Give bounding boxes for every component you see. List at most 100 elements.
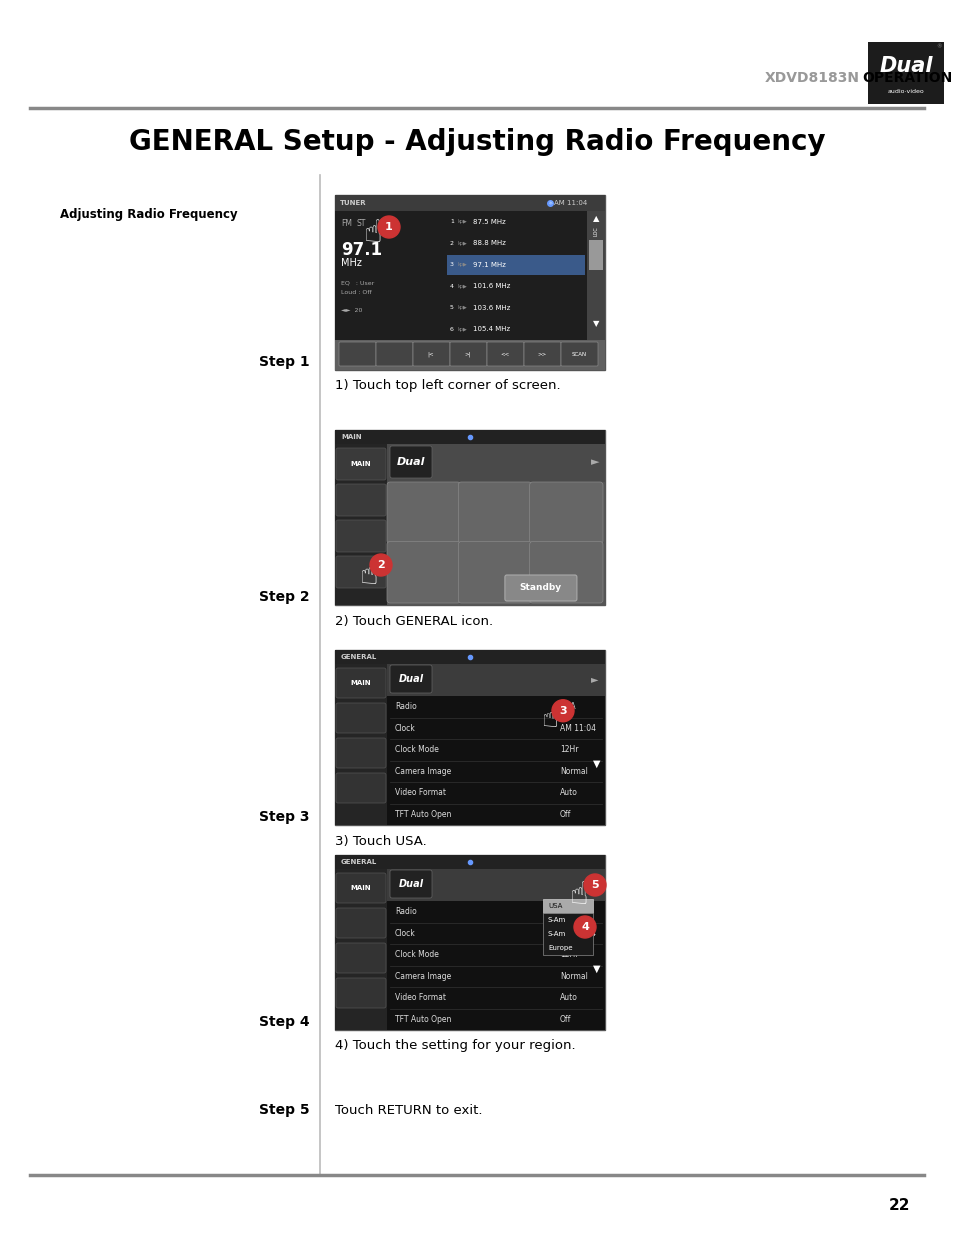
Text: MAIN: MAIN: [351, 680, 371, 685]
Text: MHz: MHz: [340, 258, 361, 268]
Bar: [335, 664, 387, 825]
Bar: [335, 430, 604, 445]
Text: Dual: Dual: [879, 56, 932, 75]
Text: LOC: LOC: [593, 226, 598, 236]
Text: ☝: ☝: [359, 561, 378, 589]
Bar: [335, 195, 604, 211]
FancyBboxPatch shape: [486, 342, 523, 366]
Bar: [586, 211, 604, 340]
Text: 97.1: 97.1: [340, 241, 382, 259]
Text: OPERATION: OPERATION: [862, 70, 951, 85]
Circle shape: [370, 555, 392, 576]
Text: Clock Mode: Clock Mode: [395, 745, 438, 755]
FancyBboxPatch shape: [387, 541, 460, 603]
Text: 101.6 MHz: 101.6 MHz: [473, 283, 510, 289]
Text: 3) Touch USA.: 3) Touch USA.: [335, 835, 426, 847]
Text: audio·video: audio·video: [886, 89, 923, 94]
Bar: [335, 195, 604, 370]
Text: Step 2: Step 2: [259, 590, 310, 604]
Text: 2) Touch GENERAL icon.: 2) Touch GENERAL icon.: [335, 615, 493, 627]
Bar: [335, 340, 604, 370]
Text: 6: 6: [450, 327, 454, 332]
Text: ST: ST: [356, 219, 366, 227]
Text: Step 3: Step 3: [259, 810, 310, 824]
Text: 2: 2: [450, 241, 454, 246]
Text: 4: 4: [580, 923, 588, 932]
Bar: [387, 902, 604, 1030]
Text: AM 11:04: AM 11:04: [553, 200, 586, 206]
FancyBboxPatch shape: [529, 482, 602, 543]
Bar: [387, 697, 604, 825]
Text: ▼: ▼: [592, 320, 598, 329]
FancyBboxPatch shape: [413, 342, 450, 366]
Text: Dual: Dual: [398, 879, 423, 889]
Text: AM 11:04: AM 11:04: [559, 929, 596, 937]
Bar: [335, 650, 604, 664]
Text: 97.1 MHz: 97.1 MHz: [473, 262, 505, 268]
Text: EQ   : User: EQ : User: [340, 280, 374, 285]
Text: Loud : Off: Loud : Off: [340, 290, 372, 295]
Text: ▼: ▼: [593, 963, 600, 973]
Text: ☝: ☝: [363, 219, 382, 247]
Bar: [588, 240, 602, 270]
Text: kp▶: kp▶: [457, 262, 467, 267]
Bar: [447, 254, 584, 274]
Circle shape: [377, 216, 399, 238]
Text: 3: 3: [450, 262, 454, 267]
FancyBboxPatch shape: [335, 978, 386, 1008]
Text: Radio: Radio: [395, 908, 416, 916]
Bar: [335, 869, 387, 1030]
Bar: [387, 664, 604, 697]
Text: |<: |<: [427, 351, 434, 357]
Text: 5: 5: [591, 881, 598, 890]
Text: Auto: Auto: [559, 993, 578, 1003]
Text: kp▶: kp▶: [457, 327, 467, 332]
Text: kp▶: kp▶: [457, 305, 467, 310]
Text: AM 11:04: AM 11:04: [559, 724, 596, 732]
Text: ®: ®: [936, 44, 941, 49]
Text: XDVD8183N: XDVD8183N: [764, 70, 859, 85]
FancyBboxPatch shape: [457, 541, 531, 603]
Text: 1) Touch top left corner of screen.: 1) Touch top left corner of screen.: [335, 379, 560, 393]
Bar: [335, 855, 604, 1030]
Text: Touch RETURN to exit.: Touch RETURN to exit.: [335, 1104, 482, 1116]
Text: 4) Touch the setting for your region.: 4) Touch the setting for your region.: [335, 1040, 575, 1052]
Bar: [387, 869, 604, 902]
FancyBboxPatch shape: [450, 342, 486, 366]
Text: 105.4 MHz: 105.4 MHz: [473, 326, 510, 332]
FancyBboxPatch shape: [390, 869, 432, 898]
Text: USA: USA: [559, 703, 575, 711]
Circle shape: [583, 874, 605, 897]
Text: ▼: ▼: [593, 758, 600, 768]
Bar: [335, 430, 604, 605]
Text: kp▶: kp▶: [457, 241, 467, 246]
Text: 3: 3: [558, 705, 566, 716]
Bar: [335, 211, 444, 340]
Text: Radio: Radio: [395, 703, 416, 711]
Text: Step 4: Step 4: [259, 1015, 310, 1029]
Text: 5: 5: [450, 305, 454, 310]
Text: ►: ►: [591, 879, 598, 889]
Text: 1: 1: [385, 222, 393, 232]
FancyBboxPatch shape: [387, 482, 460, 543]
Text: Step 1: Step 1: [259, 354, 310, 369]
FancyBboxPatch shape: [338, 342, 375, 366]
FancyBboxPatch shape: [523, 342, 560, 366]
Text: ☝: ☝: [569, 881, 588, 909]
FancyBboxPatch shape: [335, 944, 386, 973]
Text: >|: >|: [464, 351, 471, 357]
Text: kp▶: kp▶: [457, 220, 467, 225]
Text: SCAN: SCAN: [571, 352, 586, 357]
Text: Step 5: Step 5: [259, 1103, 310, 1116]
Bar: [867, 42, 943, 104]
Text: Normal: Normal: [559, 767, 587, 776]
Text: TFT Auto Open: TFT Auto Open: [395, 810, 451, 819]
Text: ►: ►: [591, 674, 598, 684]
FancyBboxPatch shape: [390, 446, 432, 478]
Text: TUNER: TUNER: [339, 200, 366, 206]
Text: USA: USA: [559, 908, 575, 916]
FancyBboxPatch shape: [335, 739, 386, 768]
Text: Normal: Normal: [559, 972, 587, 981]
Text: Off: Off: [559, 810, 571, 819]
FancyBboxPatch shape: [335, 908, 386, 939]
